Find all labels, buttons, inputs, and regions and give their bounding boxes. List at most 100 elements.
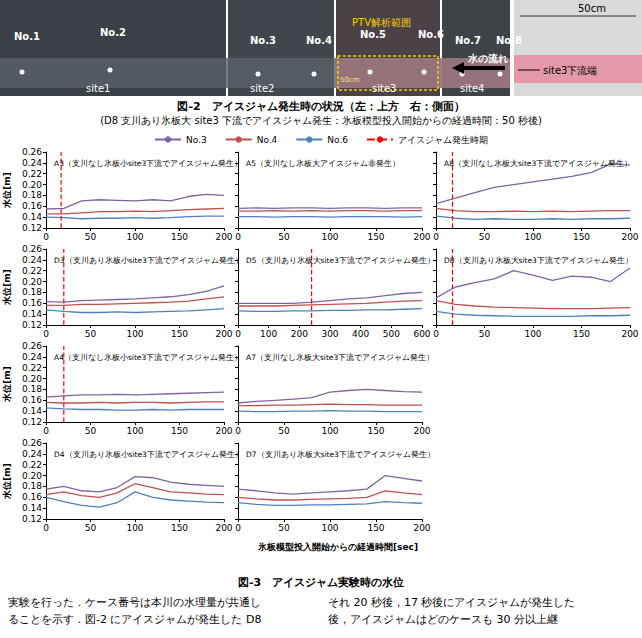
svg-text:A3（支川なし氷板小site3下流でアイスジャム発生）: A3（支川なし氷板小site3下流でアイスジャム発生） xyxy=(54,159,242,168)
svg-text:100: 100 xyxy=(321,232,338,242)
svg-text:0.14: 0.14 xyxy=(22,503,42,513)
svg-text:0.26: 0.26 xyxy=(22,341,42,351)
svg-text:site3下流端: site3下流端 xyxy=(543,65,597,76)
svg-text:site4: site4 xyxy=(460,83,484,94)
svg-text:50cm: 50cm xyxy=(578,3,606,14)
svg-text:100: 100 xyxy=(321,426,338,436)
svg-text:50: 50 xyxy=(278,232,290,242)
svg-text:0.20: 0.20 xyxy=(22,471,42,481)
svg-text:200: 200 xyxy=(413,426,430,436)
svg-text:0.22: 0.22 xyxy=(22,460,42,470)
svg-text:600: 600 xyxy=(413,329,430,339)
svg-text:300: 300 xyxy=(321,329,338,339)
svg-text:100: 100 xyxy=(260,329,277,339)
svg-text:D5（支川あり氷板大site3下流でアイスジャム発生）: D5（支川あり氷板大site3下流でアイスジャム発生） xyxy=(246,256,435,265)
svg-text:150: 150 xyxy=(171,329,188,339)
svg-text:50: 50 xyxy=(85,232,97,242)
svg-text:0.24: 0.24 xyxy=(22,255,42,265)
svg-text:0.22: 0.22 xyxy=(22,363,42,373)
svg-text:0: 0 xyxy=(235,523,241,533)
svg-text:水位[m]: 水位[m] xyxy=(2,366,12,403)
svg-text:50: 50 xyxy=(479,329,491,339)
svg-text:150: 150 xyxy=(171,426,188,436)
svg-text:0.24: 0.24 xyxy=(22,449,42,459)
svg-text:0.16: 0.16 xyxy=(22,298,42,308)
svg-text:150: 150 xyxy=(367,232,384,242)
svg-text:100: 100 xyxy=(126,523,143,533)
svg-text:0.24: 0.24 xyxy=(22,352,42,362)
svg-text:A7（支川なし氷板大site3下流でアイスジャム発生）: A7（支川なし氷板大site3下流でアイスジャム発生） xyxy=(246,353,434,362)
svg-text:100: 100 xyxy=(126,329,143,339)
svg-text:0.16: 0.16 xyxy=(22,201,42,211)
svg-text:0.12: 0.12 xyxy=(22,417,42,427)
svg-text:水位[m]: 水位[m] xyxy=(2,463,12,500)
svg-text:0.14: 0.14 xyxy=(22,309,42,319)
svg-text:50: 50 xyxy=(85,329,97,339)
svg-text:0.20: 0.20 xyxy=(22,180,42,190)
svg-text:200: 200 xyxy=(413,523,430,533)
svg-text:0.14: 0.14 xyxy=(22,212,42,222)
svg-text:No.3: No.3 xyxy=(186,135,207,145)
svg-text:0.18: 0.18 xyxy=(22,481,42,491)
svg-text:0.18: 0.18 xyxy=(22,384,42,394)
svg-text:site3: site3 xyxy=(372,83,396,94)
svg-text:0.20: 0.20 xyxy=(22,374,42,384)
svg-text:0.22: 0.22 xyxy=(22,169,42,179)
svg-text:水の流れ: 水の流れ xyxy=(467,53,508,64)
svg-text:100: 100 xyxy=(524,329,541,339)
svg-text:0.12: 0.12 xyxy=(22,223,42,233)
svg-text:0: 0 xyxy=(43,329,49,339)
svg-text:0: 0 xyxy=(43,426,49,436)
svg-text:0.12: 0.12 xyxy=(22,320,42,330)
svg-text:50cm: 50cm xyxy=(340,76,360,84)
svg-text:0: 0 xyxy=(43,523,49,533)
svg-text:氷板模型投入開始からの経過時間[sec]: 氷板模型投入開始からの経過時間[sec] xyxy=(257,542,418,552)
svg-text:A8（支川なし氷板大site3下流でアイスジャム発生）: A8（支川なし氷板大site3下流でアイスジャム発生） xyxy=(444,159,632,168)
svg-text:400: 400 xyxy=(352,329,369,339)
svg-text:0.14: 0.14 xyxy=(22,406,42,416)
svg-text:0: 0 xyxy=(235,232,241,242)
svg-text:150: 150 xyxy=(367,523,384,533)
svg-text:D3（支川あり氷板小site3下流でアイスジャム発生）: D3（支川あり氷板小site3下流でアイスジャム発生） xyxy=(54,256,243,265)
svg-text:0.18: 0.18 xyxy=(22,287,42,297)
svg-text:0.16: 0.16 xyxy=(22,492,42,502)
svg-text:100: 100 xyxy=(126,232,143,242)
svg-text:200: 200 xyxy=(621,329,638,339)
svg-text:50: 50 xyxy=(278,523,290,533)
svg-text:No.2: No.2 xyxy=(100,27,126,38)
svg-text:200: 200 xyxy=(413,232,430,242)
svg-text:0.12: 0.12 xyxy=(22,514,42,524)
svg-text:No.4: No.4 xyxy=(257,135,278,145)
svg-text:150: 150 xyxy=(171,232,188,242)
svg-text:No.3: No.3 xyxy=(250,35,276,46)
svg-text:No.5: No.5 xyxy=(360,29,386,40)
svg-text:A5（支川なし氷板大アイスジャム非発生）: A5（支川なし氷板大アイスジャム非発生） xyxy=(246,159,400,168)
svg-text:site2: site2 xyxy=(250,83,274,94)
svg-text:0.26: 0.26 xyxy=(22,244,42,254)
svg-text:D8（支川あり氷板大site3下流でアイスジャム発生）: D8（支川あり氷板大site3下流でアイスジャム発生） xyxy=(444,256,633,265)
svg-text:PTV解析範囲: PTV解析範囲 xyxy=(352,17,411,28)
svg-text:site1: site1 xyxy=(86,83,110,94)
svg-text:50: 50 xyxy=(479,232,491,242)
svg-text:500: 500 xyxy=(383,329,400,339)
svg-text:0.22: 0.22 xyxy=(22,266,42,276)
svg-text:150: 150 xyxy=(367,426,384,436)
svg-text:0: 0 xyxy=(433,232,439,242)
svg-text:200: 200 xyxy=(215,426,232,436)
svg-text:No.6: No.6 xyxy=(418,29,444,40)
svg-text:200: 200 xyxy=(621,232,638,242)
svg-text:200: 200 xyxy=(291,329,308,339)
svg-text:0: 0 xyxy=(433,329,439,339)
svg-text:0.26: 0.26 xyxy=(22,147,42,157)
svg-text:100: 100 xyxy=(126,426,143,436)
svg-text:50: 50 xyxy=(85,523,97,533)
svg-text:200: 200 xyxy=(215,523,232,533)
svg-text:0: 0 xyxy=(235,329,241,339)
svg-text:0.16: 0.16 xyxy=(22,395,42,405)
svg-text:50: 50 xyxy=(278,426,290,436)
svg-text:No.8: No.8 xyxy=(496,35,522,46)
svg-text:0.18: 0.18 xyxy=(22,190,42,200)
svg-text:アイスジャム発生時期: アイスジャム発生時期 xyxy=(398,135,488,145)
svg-text:200: 200 xyxy=(215,329,232,339)
svg-text:D7（支川あり氷板大site3下流でアイスジャム発生）: D7（支川あり氷板大site3下流でアイスジャム発生） xyxy=(246,450,435,459)
